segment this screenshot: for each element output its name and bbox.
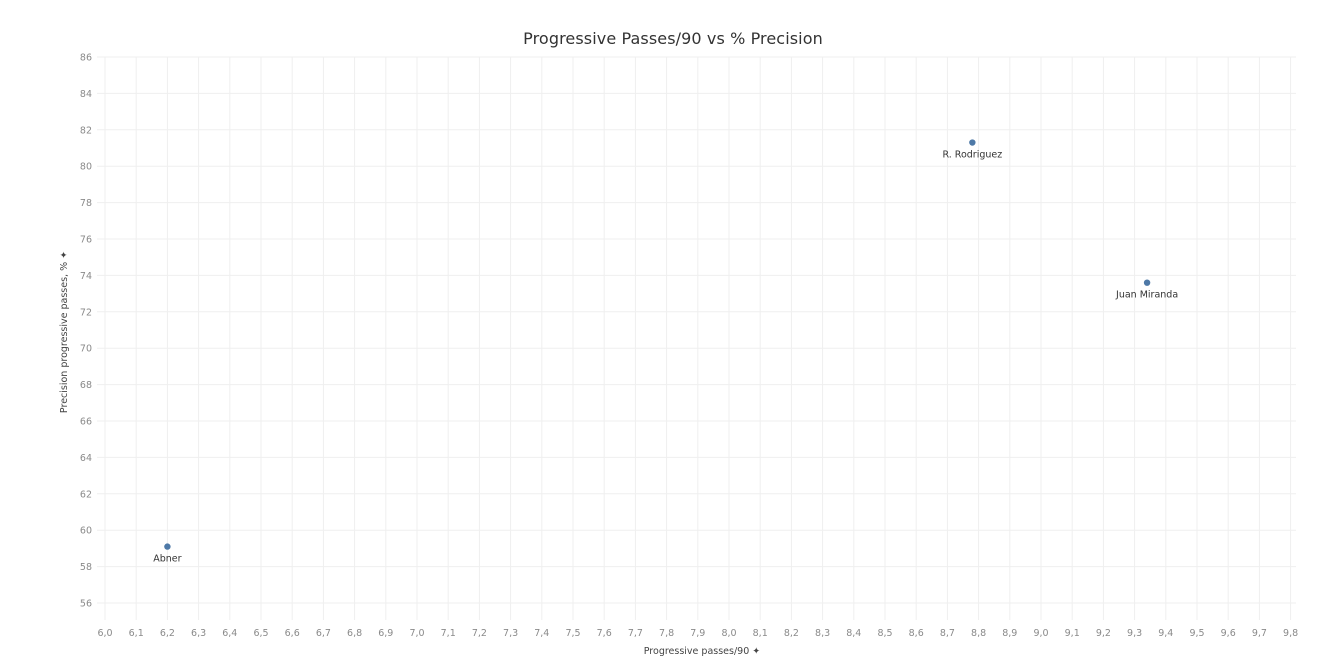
x-tick-label: 9,0 (1033, 628, 1048, 639)
x-tick-label: 8,8 (971, 628, 986, 639)
x-tick-label: 6,2 (160, 628, 175, 639)
y-tick-label: 80 (80, 162, 92, 173)
x-tick-label: 8,0 (721, 628, 736, 639)
x-tick-label: 8,1 (753, 628, 768, 639)
x-tick-label: 9,5 (1189, 628, 1204, 639)
x-tick-label: 9,7 (1252, 628, 1267, 639)
x-tick-label: 8,4 (846, 628, 861, 639)
x-tick-label: 8,7 (940, 628, 955, 639)
x-tick-label: 9,1 (1065, 628, 1080, 639)
data-point-label: Juan Miranda (1115, 290, 1178, 301)
y-tick-label: 56 (80, 599, 92, 610)
x-tick-label: 7,7 (628, 628, 643, 639)
x-tick-label: 6,6 (285, 628, 300, 639)
y-tick-label: 70 (80, 344, 92, 355)
y-tick-label: 58 (80, 562, 92, 573)
x-tick-label: 9,2 (1096, 628, 1111, 639)
data-point[interactable] (164, 543, 171, 550)
x-tick-label: 7,9 (690, 628, 705, 639)
x-tick-label: 6,8 (347, 628, 362, 639)
grid-layer (97, 56, 1296, 620)
x-tick-label: 7,8 (659, 628, 674, 639)
x-tick-label: 7,0 (409, 628, 424, 639)
x-tick-label: 9,8 (1283, 628, 1298, 639)
x-tick-label: 6,3 (191, 628, 206, 639)
x-tick-label: 9,6 (1221, 628, 1236, 639)
x-tick-label: 7,6 (597, 628, 612, 639)
x-tick-label: 6,1 (129, 628, 144, 639)
x-tick-labels: 6,0 6,1 6,2 6,3 6,4 6,5 6,6 6,7 6,8 6,9 7,0 7,1 7,2 7… (97, 628, 1298, 639)
data-point-label: R. Rodriguez (942, 150, 1002, 161)
y-tick-label: 60 (80, 526, 92, 537)
y-tick-label: 68 (80, 380, 92, 391)
x-tick-label: 8,6 (909, 628, 924, 639)
y-tick-label: 72 (80, 307, 92, 318)
y-axis-title: Precision progressive passes, % ✦ (59, 251, 70, 413)
y-tick-label: 62 (80, 489, 92, 500)
x-tick-label: 9,4 (1158, 628, 1173, 639)
x-tick-label: 6,9 (378, 628, 393, 639)
data-point[interactable] (1143, 279, 1151, 286)
x-tick-label: 7,4 (534, 628, 549, 639)
x-tick-label: 8,5 (877, 628, 892, 639)
x-tick-label: 6,4 (222, 628, 237, 639)
x-tick-label: 7,1 (441, 628, 456, 639)
x-axis-title: Progressive passes/90 ✦ (644, 646, 761, 657)
y-tick-label: 64 (80, 453, 92, 464)
y-tick-label: 76 (80, 235, 92, 246)
x-tick-label: 6,5 (253, 628, 268, 639)
y-tick-label: 78 (80, 198, 92, 209)
data-point-label: Abner (153, 554, 181, 565)
y-tick-label: 66 (80, 417, 92, 428)
data-points: R. Rodriguez Juan Miranda Abner (153, 139, 1178, 565)
x-tick-label: 7,2 (472, 628, 487, 639)
x-tick-label: 8,9 (1002, 628, 1017, 639)
x-tick-label: 9,3 (1127, 628, 1142, 639)
y-tick-label: 86 (80, 53, 92, 64)
y-tick-label: 74 (80, 271, 92, 282)
y-tick-label: 84 (80, 89, 92, 100)
x-tick-label: 8,3 (815, 628, 830, 639)
x-tick-label: 6,7 (316, 628, 331, 639)
x-tick-label: 8,2 (784, 628, 799, 639)
data-point[interactable] (969, 139, 976, 146)
x-tick-label: 7,5 (565, 628, 580, 639)
x-tick-label: 6,0 (97, 628, 112, 639)
y-tick-labels: 56 58 60 62 64 66 68 70 72 74 76 78 80 82 84 86 (80, 53, 92, 610)
y-tick-label: 82 (80, 125, 92, 136)
x-tick-label: 7,3 (503, 628, 518, 639)
chart-title: Progressive Passes/90 vs % Precision (523, 29, 823, 48)
